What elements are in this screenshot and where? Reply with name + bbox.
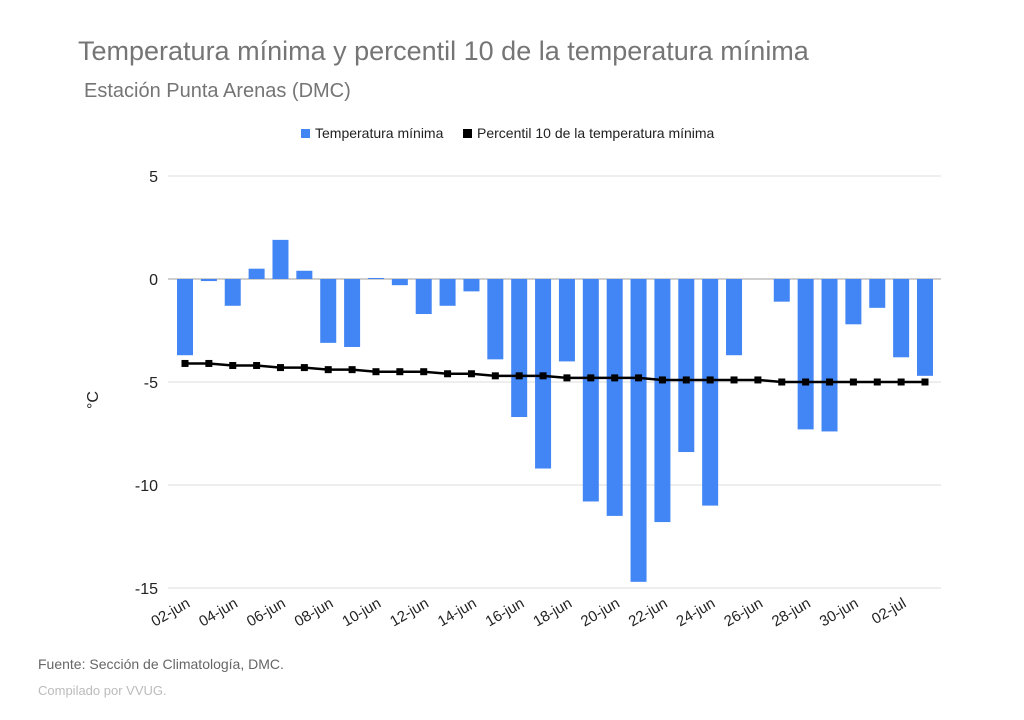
percentile-line: [185, 362, 925, 384]
bar: [511, 279, 528, 418]
bar: [702, 279, 719, 506]
bar: [582, 279, 599, 502]
line-point: [444, 370, 452, 378]
line-point: [849, 378, 857, 386]
y-axis-label: °C: [85, 391, 102, 409]
bar: [224, 279, 241, 306]
x-tick-label: 28-jun: [769, 595, 814, 631]
line-point: [658, 376, 666, 384]
y-tick-label: 5: [149, 169, 158, 186]
x-tick-label: 04-jun: [196, 595, 241, 631]
bar: [248, 268, 265, 279]
source-note: Fuente: Sección de Climatología, DMC.: [38, 656, 284, 672]
x-tick-label: 12-jun: [387, 595, 432, 631]
y-tick-label: -5: [144, 375, 158, 392]
line-point: [348, 366, 356, 374]
line-point: [802, 378, 810, 386]
line-point: [635, 374, 643, 382]
bar: [893, 279, 910, 358]
line-point: [730, 376, 738, 384]
bar: [177, 279, 193, 356]
x-tick-label: 10-jun: [339, 595, 384, 631]
x-tick-label: 18-jun: [530, 595, 575, 631]
line-point: [229, 362, 237, 370]
x-tick-label: 02-jul: [869, 595, 909, 628]
bar: [200, 279, 217, 282]
line-point: [897, 378, 905, 386]
chart-title: Temperatura mínima y percentil 10 de la …: [78, 36, 809, 66]
bar: [463, 279, 480, 292]
x-tick-label: 22-jun: [626, 595, 671, 631]
bar: [487, 279, 504, 360]
bar: [630, 279, 647, 582]
x-tick-label: 06-jun: [244, 595, 289, 631]
line-point: [181, 359, 189, 367]
bar: [654, 279, 671, 523]
line-point: [921, 378, 929, 386]
bar: [367, 277, 384, 279]
bar: [773, 279, 790, 302]
line-point: [491, 372, 499, 380]
y-tick-label: -10: [135, 478, 158, 495]
x-tick-label: 14-jun: [435, 595, 480, 631]
chart-subtitle: Estación Punta Arenas (DMC): [84, 80, 351, 102]
legend-swatch-temperatura-minima: [301, 129, 310, 138]
bar: [869, 279, 886, 308]
line-point: [300, 364, 308, 372]
line-point: [539, 372, 547, 380]
bar: [678, 279, 695, 453]
bar: [797, 279, 814, 430]
line-point: [778, 378, 786, 386]
line-point: [467, 370, 475, 378]
bar: [917, 279, 933, 376]
line-point: [873, 378, 881, 386]
bar: [606, 279, 623, 516]
bar: [320, 279, 337, 343]
y-tick-label: -15: [135, 581, 158, 598]
line-point: [563, 374, 571, 382]
x-tick-label: 24-jun: [674, 595, 719, 631]
legend-label: Percentil 10 de la temperatura mínima: [477, 125, 715, 141]
x-tick-label: 20-jun: [578, 595, 623, 631]
line-point: [754, 376, 762, 384]
line-point: [396, 368, 404, 376]
bar: [415, 279, 432, 315]
line-point: [253, 362, 261, 370]
bar: [391, 279, 408, 286]
x-tick-label: 08-jun: [292, 595, 337, 631]
line-point: [587, 374, 595, 382]
line-point: [324, 366, 332, 374]
line-point: [611, 374, 619, 382]
bar: [296, 270, 313, 279]
bar: [439, 279, 456, 306]
line-point: [515, 372, 523, 380]
compiled-note: Compilado por VVUG.: [38, 683, 167, 698]
line-point: [682, 376, 690, 384]
line-point: [706, 376, 714, 384]
bar: [845, 279, 862, 325]
y-tick-label: 0: [149, 272, 158, 289]
bar: [726, 279, 743, 356]
bar: [821, 279, 838, 432]
legend-label: Temperatura mínima: [315, 125, 444, 141]
x-tick-label: 30-jun: [817, 595, 862, 631]
line-point: [205, 359, 213, 367]
bar: [558, 279, 575, 362]
bar: [272, 239, 289, 279]
line-point: [826, 378, 834, 386]
bar: [344, 279, 361, 347]
line-point: [420, 368, 428, 376]
x-tick-label: 02-jun: [148, 595, 193, 631]
line-point: [372, 368, 380, 376]
legend-swatch-percentil: [463, 129, 472, 138]
x-tick-label: 16-jun: [483, 595, 528, 631]
line-point: [276, 364, 284, 372]
x-tick-label: 26-jun: [721, 595, 766, 631]
